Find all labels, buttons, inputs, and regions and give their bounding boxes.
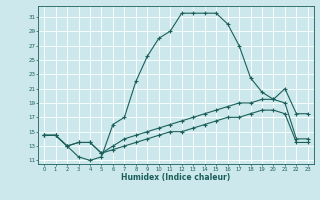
X-axis label: Humidex (Indice chaleur): Humidex (Indice chaleur) [121,173,231,182]
